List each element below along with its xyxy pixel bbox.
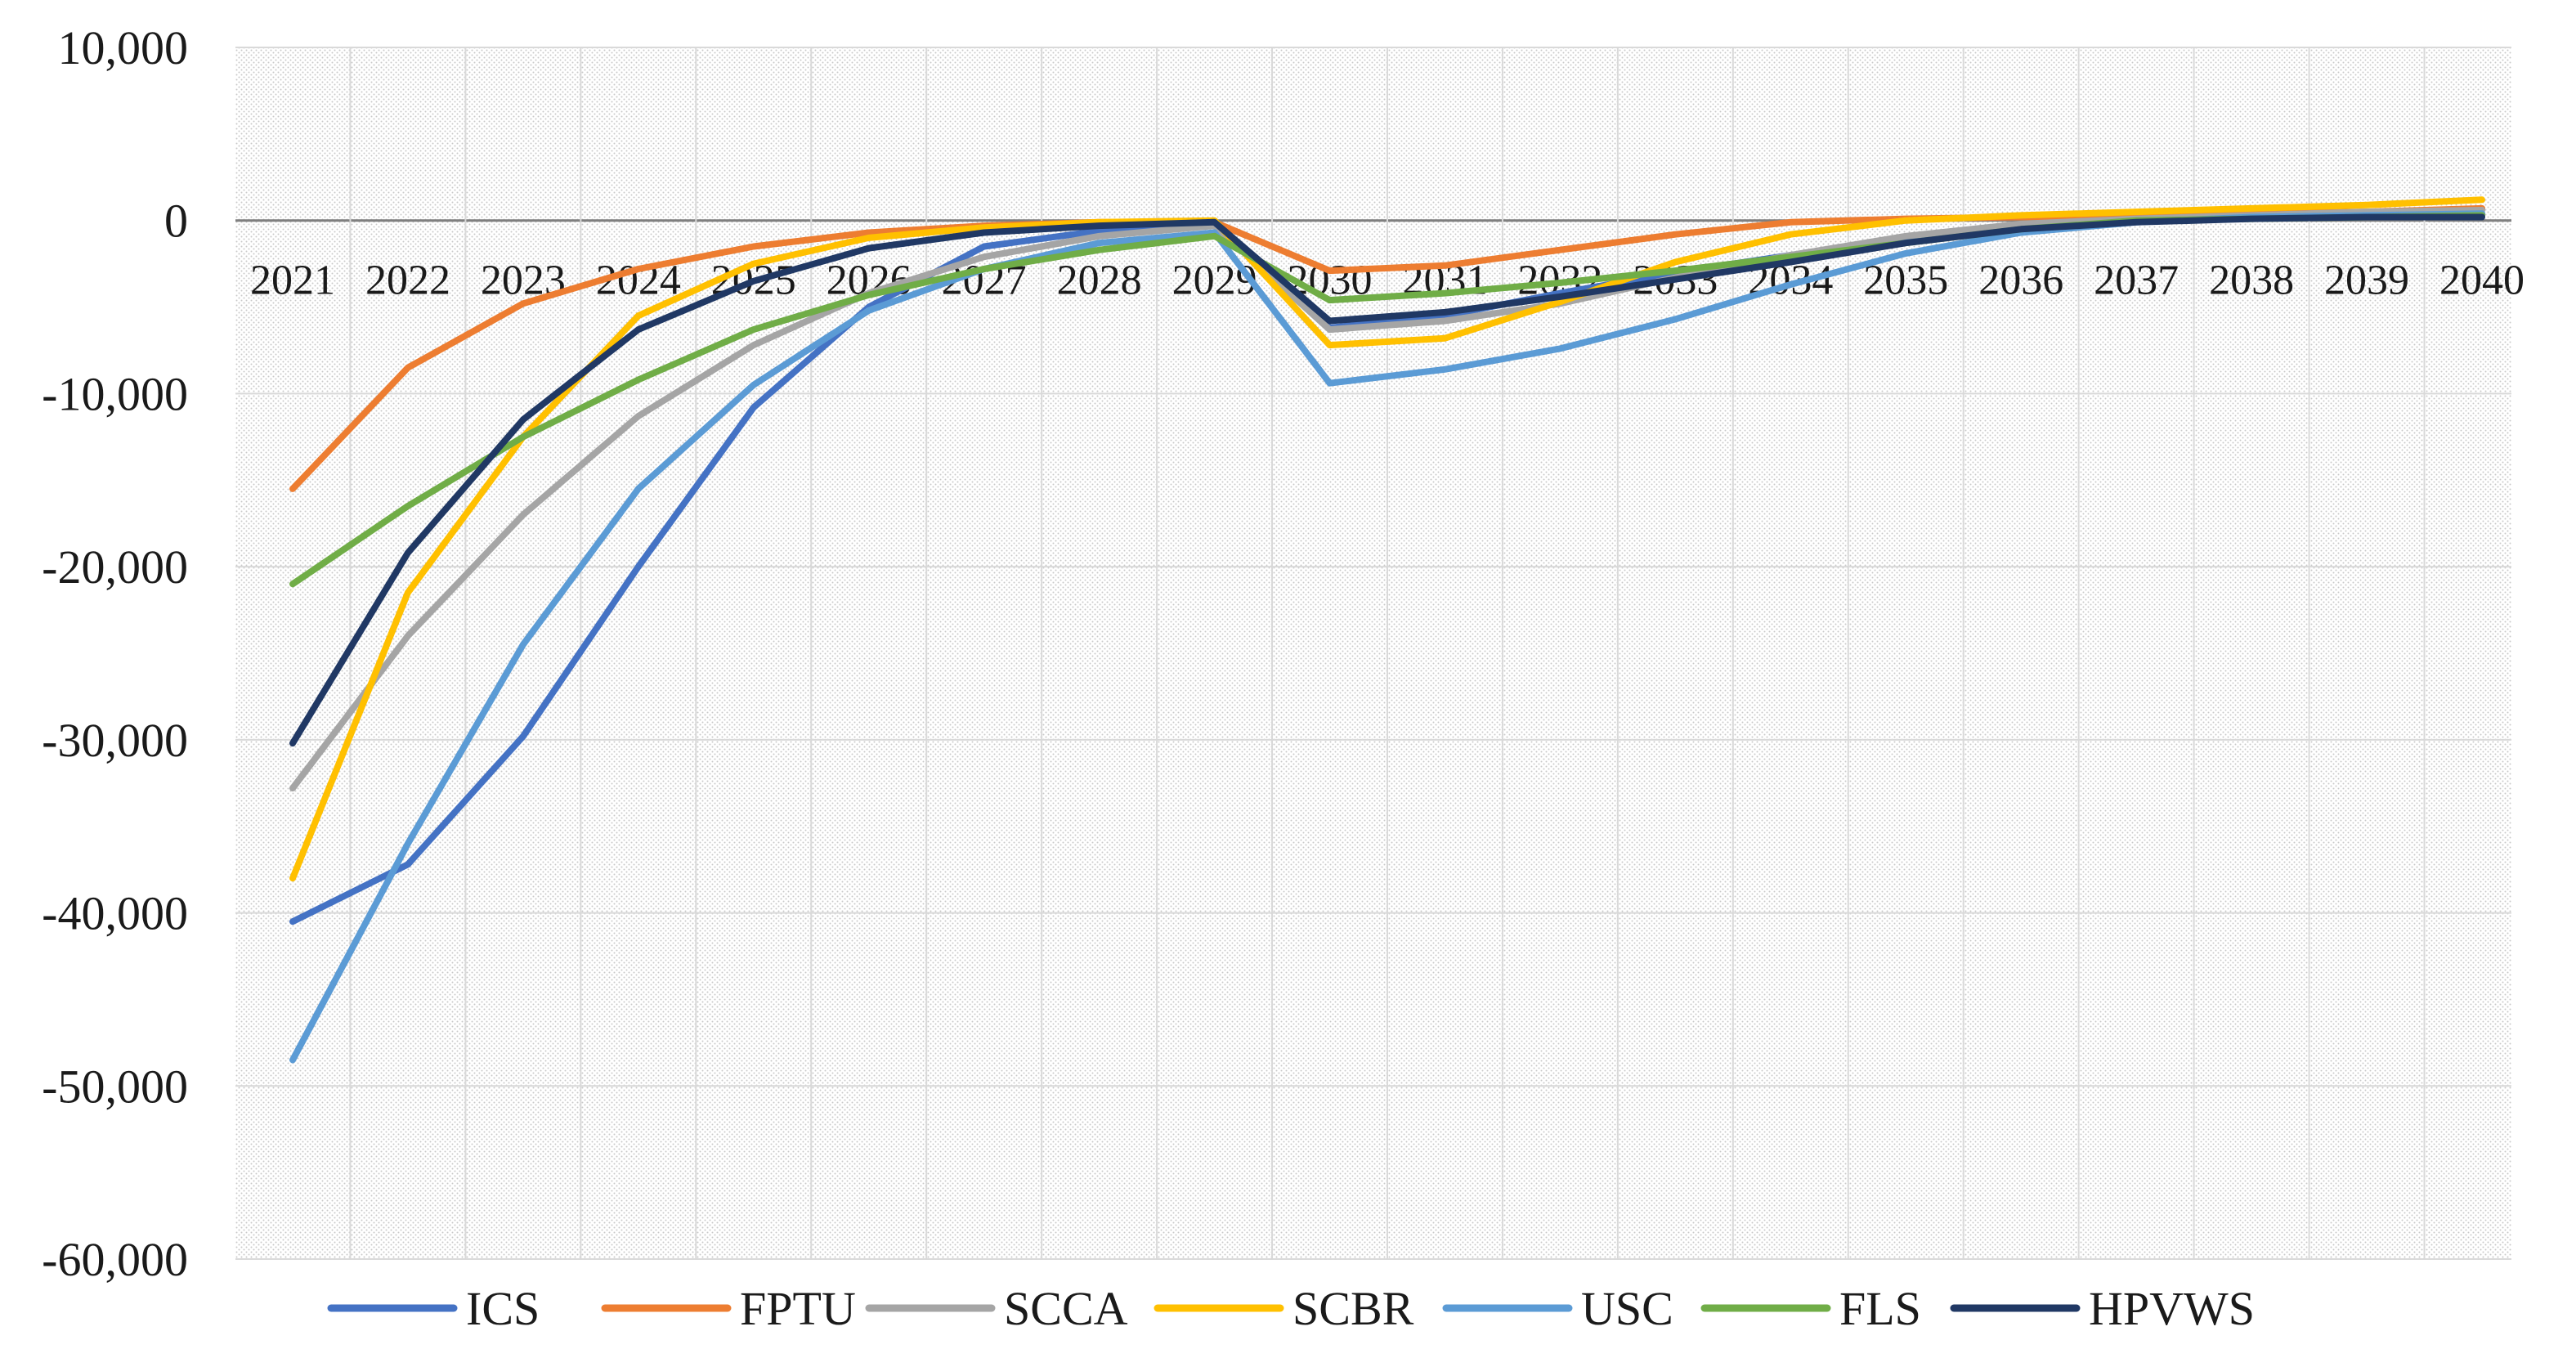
legend-label-fls: FLS <box>1839 1282 1921 1335</box>
legend-label-scca: SCCA <box>1004 1282 1128 1335</box>
legend-label-fptu: FPTU <box>740 1282 856 1335</box>
y-tick-label: -50,000 <box>42 1060 188 1113</box>
x-tick-label: 2029 <box>1172 258 1257 304</box>
legend-label-usc: USC <box>1581 1282 1673 1335</box>
legend-label-scbr: SCBR <box>1292 1282 1414 1335</box>
series-line-scbr <box>289 196 2485 882</box>
legend-label-ics: ICS <box>466 1282 540 1335</box>
x-tick-label: 2021 <box>250 258 335 304</box>
y-tick-label: 0 <box>164 195 188 248</box>
plot-area-background <box>235 47 2511 1259</box>
x-tick-label: 2036 <box>1978 258 2063 304</box>
y-tick-label: -30,000 <box>42 714 188 767</box>
y-tick-label: 10,000 <box>58 21 189 74</box>
y-axis-ticks: 10,000 0 -10,000 -20,000 -30,000 -40,000 -50,0… <box>42 21 188 1286</box>
series-layer <box>289 196 2485 1064</box>
x-tick-label: 2035 <box>1863 258 1948 304</box>
series-line-hpvws <box>289 213 2485 747</box>
x-tick-label: 2037 <box>2094 258 2179 304</box>
x-tick-label: 2039 <box>2324 258 2409 304</box>
legend: ICS FPTU SCCA SCBR USC FLS HPVWS <box>327 1282 2255 1335</box>
legend-label-hpvws: HPVWS <box>2089 1282 2255 1335</box>
y-tick-label: -40,000 <box>42 887 188 940</box>
y-tick-label: -10,000 <box>42 367 188 420</box>
y-tick-label: -20,000 <box>42 540 188 594</box>
x-tick-label: 2038 <box>2209 258 2294 304</box>
y-tick-label: -60,000 <box>42 1233 188 1286</box>
x-tick-label: 2022 <box>365 258 450 304</box>
x-tick-label: 2028 <box>1057 258 1142 304</box>
x-tick-label: 2040 <box>2439 258 2524 304</box>
